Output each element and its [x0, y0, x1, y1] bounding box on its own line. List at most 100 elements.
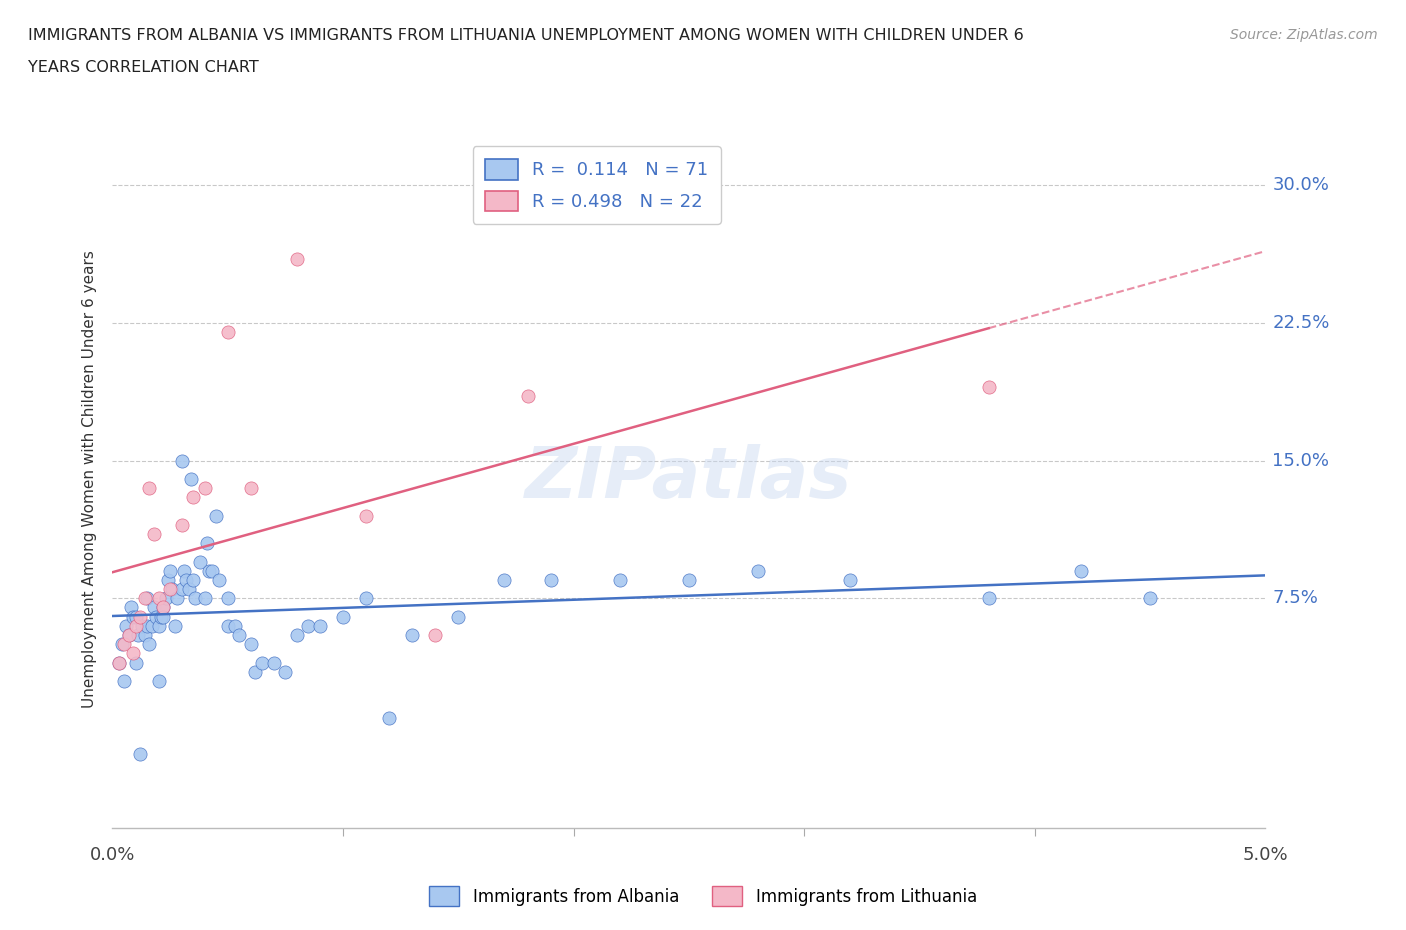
Point: [131, 618, 153, 633]
Point: [297, 618, 319, 633]
Point: [170, 517, 193, 532]
Point: [252, 655, 274, 670]
Point: [143, 526, 166, 541]
Text: YEARS CORRELATION CHART: YEARS CORRELATION CHART: [28, 60, 259, 75]
Point: [274, 664, 297, 679]
Point: [447, 609, 470, 624]
Point: [839, 573, 862, 588]
Point: [163, 618, 186, 633]
Point: [228, 628, 250, 643]
Point: [309, 618, 332, 633]
Point: [134, 628, 156, 643]
Point: [136, 618, 159, 633]
Point: [159, 564, 181, 578]
Point: [120, 600, 142, 615]
Point: [977, 591, 1000, 605]
Point: [124, 618, 146, 633]
Point: [108, 655, 131, 670]
Point: [122, 646, 145, 661]
Point: [117, 628, 139, 643]
Point: [194, 591, 217, 605]
Point: [174, 573, 197, 588]
Point: [112, 673, 135, 688]
Text: 5.0%: 5.0%: [1243, 846, 1288, 864]
Point: [354, 508, 377, 523]
Point: [177, 581, 200, 596]
Point: [127, 628, 149, 643]
Text: 15.0%: 15.0%: [1272, 452, 1330, 470]
Point: [239, 637, 262, 652]
Point: [166, 591, 188, 605]
Point: [747, 564, 769, 578]
Y-axis label: Unemployment Among Women with Children Under 6 years: Unemployment Among Women with Children U…: [82, 250, 97, 708]
Point: [516, 389, 538, 404]
Point: [134, 591, 156, 605]
Legend: R =  0.114   N = 71, R = 0.498   N = 22: R = 0.114 N = 71, R = 0.498 N = 22: [472, 146, 721, 224]
Point: [170, 453, 193, 468]
Point: [609, 573, 631, 588]
Point: [129, 747, 152, 762]
Point: [378, 711, 401, 725]
Point: [180, 472, 202, 486]
Point: [138, 481, 160, 496]
Text: 7.5%: 7.5%: [1272, 590, 1319, 607]
Text: 0.0%: 0.0%: [90, 846, 135, 864]
Point: [207, 573, 229, 588]
Point: [124, 655, 146, 670]
Point: [111, 637, 134, 652]
Point: [145, 609, 167, 624]
Point: [977, 379, 1000, 394]
Point: [1139, 591, 1161, 605]
Point: [108, 655, 131, 670]
Point: [170, 581, 193, 596]
Text: 30.0%: 30.0%: [1272, 177, 1329, 194]
Text: ZIPatlas: ZIPatlas: [526, 445, 852, 513]
Point: [285, 628, 308, 643]
Point: [217, 591, 239, 605]
Point: [149, 609, 172, 624]
Point: [129, 609, 152, 624]
Point: [148, 591, 170, 605]
Point: [124, 609, 146, 624]
Text: 22.5%: 22.5%: [1272, 314, 1330, 332]
Point: [194, 481, 217, 496]
Point: [141, 618, 163, 633]
Text: IMMIGRANTS FROM ALBANIA VS IMMIGRANTS FROM LITHUANIA UNEMPLOYMENT AMONG WOMEN WI: IMMIGRANTS FROM ALBANIA VS IMMIGRANTS FR…: [28, 28, 1024, 43]
Point: [494, 573, 516, 588]
Point: [354, 591, 377, 605]
Point: [201, 564, 224, 578]
Point: [401, 628, 423, 643]
Point: [425, 628, 447, 643]
Point: [173, 564, 195, 578]
Point: [188, 554, 211, 569]
Point: [239, 481, 262, 496]
Point: [184, 591, 207, 605]
Point: [138, 637, 160, 652]
Point: [332, 609, 354, 624]
Point: [245, 664, 267, 679]
Point: [678, 573, 700, 588]
Point: [1070, 564, 1092, 578]
Point: [217, 325, 239, 339]
Point: [148, 673, 170, 688]
Point: [540, 573, 562, 588]
Point: [156, 573, 179, 588]
Point: [224, 618, 246, 633]
Point: [198, 564, 221, 578]
Point: [155, 591, 177, 605]
Text: Source: ZipAtlas.com: Source: ZipAtlas.com: [1230, 28, 1378, 42]
Point: [136, 591, 159, 605]
Point: [152, 600, 174, 615]
Legend: Immigrants from Albania, Immigrants from Lithuania: Immigrants from Albania, Immigrants from…: [423, 880, 983, 912]
Point: [148, 618, 170, 633]
Point: [159, 581, 181, 596]
Point: [122, 609, 145, 624]
Point: [195, 536, 218, 551]
Point: [152, 609, 174, 624]
Point: [205, 508, 228, 523]
Point: [152, 600, 174, 615]
Point: [181, 573, 204, 588]
Point: [117, 628, 139, 643]
Point: [181, 490, 204, 505]
Point: [143, 600, 166, 615]
